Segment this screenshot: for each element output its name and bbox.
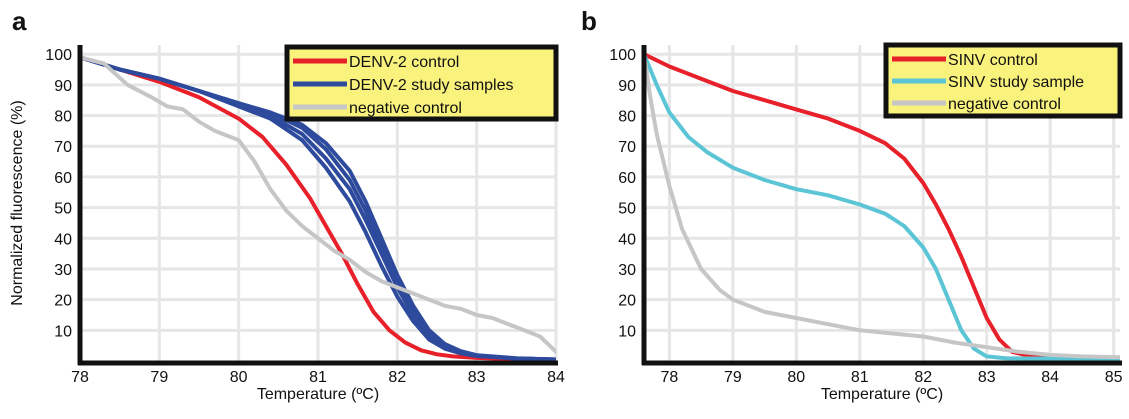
x-tick-label: 82 bbox=[914, 369, 932, 386]
x-tick-label: 79 bbox=[724, 369, 742, 386]
panel-label: a bbox=[12, 6, 27, 36]
legend-label: SINV study sample bbox=[948, 74, 1084, 91]
series-line bbox=[80, 55, 556, 361]
y-tick-label: 10 bbox=[618, 323, 636, 340]
x-tick-label: 85 bbox=[1105, 369, 1123, 386]
series-line bbox=[80, 55, 556, 354]
x-tick-label: 82 bbox=[388, 369, 406, 386]
legend-label: SINV control bbox=[948, 52, 1038, 69]
chart-panel-b: 78 79 80 81 82 83 84 85 10 20 30 40 50 60 70 80 90 100 Tem… bbox=[581, 6, 1123, 403]
x-tick-label: 80 bbox=[230, 369, 248, 386]
y-tick-label: 20 bbox=[618, 293, 636, 310]
x-tick-label: 84 bbox=[547, 369, 565, 386]
panel-label: b bbox=[581, 6, 597, 36]
series-line bbox=[80, 55, 556, 361]
series-group bbox=[80, 55, 556, 361]
y-tick-label: 100 bbox=[609, 47, 636, 64]
x-tick-label: 83 bbox=[468, 369, 486, 386]
chart-panel-a: 78 79 80 81 82 83 84 10 20 30 40 50 60 70 80 90 100 Tempe… bbox=[9, 6, 565, 403]
y-tick-label: 60 bbox=[618, 170, 636, 187]
y-tick-label: 20 bbox=[54, 293, 72, 310]
y-tick-label: 50 bbox=[618, 201, 636, 218]
legend-label: negative control bbox=[349, 100, 462, 117]
y-tick-label: 100 bbox=[45, 47, 72, 64]
y-tick-label: 60 bbox=[54, 170, 72, 187]
y-tick-label: 80 bbox=[618, 109, 636, 126]
x-tick-label: 80 bbox=[787, 369, 805, 386]
x-axis-title: Temperature (ºC) bbox=[257, 386, 379, 403]
y-tick-label: 30 bbox=[618, 262, 636, 279]
legend-label: negative control bbox=[948, 96, 1061, 113]
y-tick-label: 40 bbox=[54, 231, 72, 248]
y-tick-label: 70 bbox=[618, 139, 636, 156]
y-tick-label: 90 bbox=[618, 78, 636, 95]
y-tick-label: 90 bbox=[54, 78, 72, 95]
x-tick-label: 84 bbox=[1041, 369, 1059, 386]
series-line bbox=[644, 52, 1120, 360]
y-tick-label: 80 bbox=[54, 109, 72, 126]
y-tick-label: 10 bbox=[54, 323, 72, 340]
x-tick-label: 83 bbox=[978, 369, 996, 386]
x-tick-label: 78 bbox=[71, 369, 89, 386]
x-tick-label: 81 bbox=[309, 369, 327, 386]
y-tick-label: 50 bbox=[54, 201, 72, 218]
x-tick-label: 78 bbox=[660, 369, 678, 386]
legend: SINV control SINV study sample negative co… bbox=[883, 42, 1123, 119]
y-axis-title: Normalized fluorescence (%) bbox=[9, 100, 26, 305]
y-tick-label: 70 bbox=[54, 139, 72, 156]
x-tick-label: 81 bbox=[851, 369, 869, 386]
legend-label: DENV-2 control bbox=[349, 54, 459, 71]
legend: DENV-2 control DENV-2 study samples negati… bbox=[284, 44, 559, 122]
legend-label: DENV-2 study samples bbox=[349, 77, 514, 94]
x-tick-label: 79 bbox=[150, 369, 168, 386]
series-line bbox=[644, 52, 1120, 361]
y-tick-label: 40 bbox=[618, 231, 636, 248]
y-tick-label: 30 bbox=[54, 262, 72, 279]
x-axis-title: Temperature (ºC) bbox=[821, 386, 943, 403]
series-group bbox=[644, 52, 1120, 361]
